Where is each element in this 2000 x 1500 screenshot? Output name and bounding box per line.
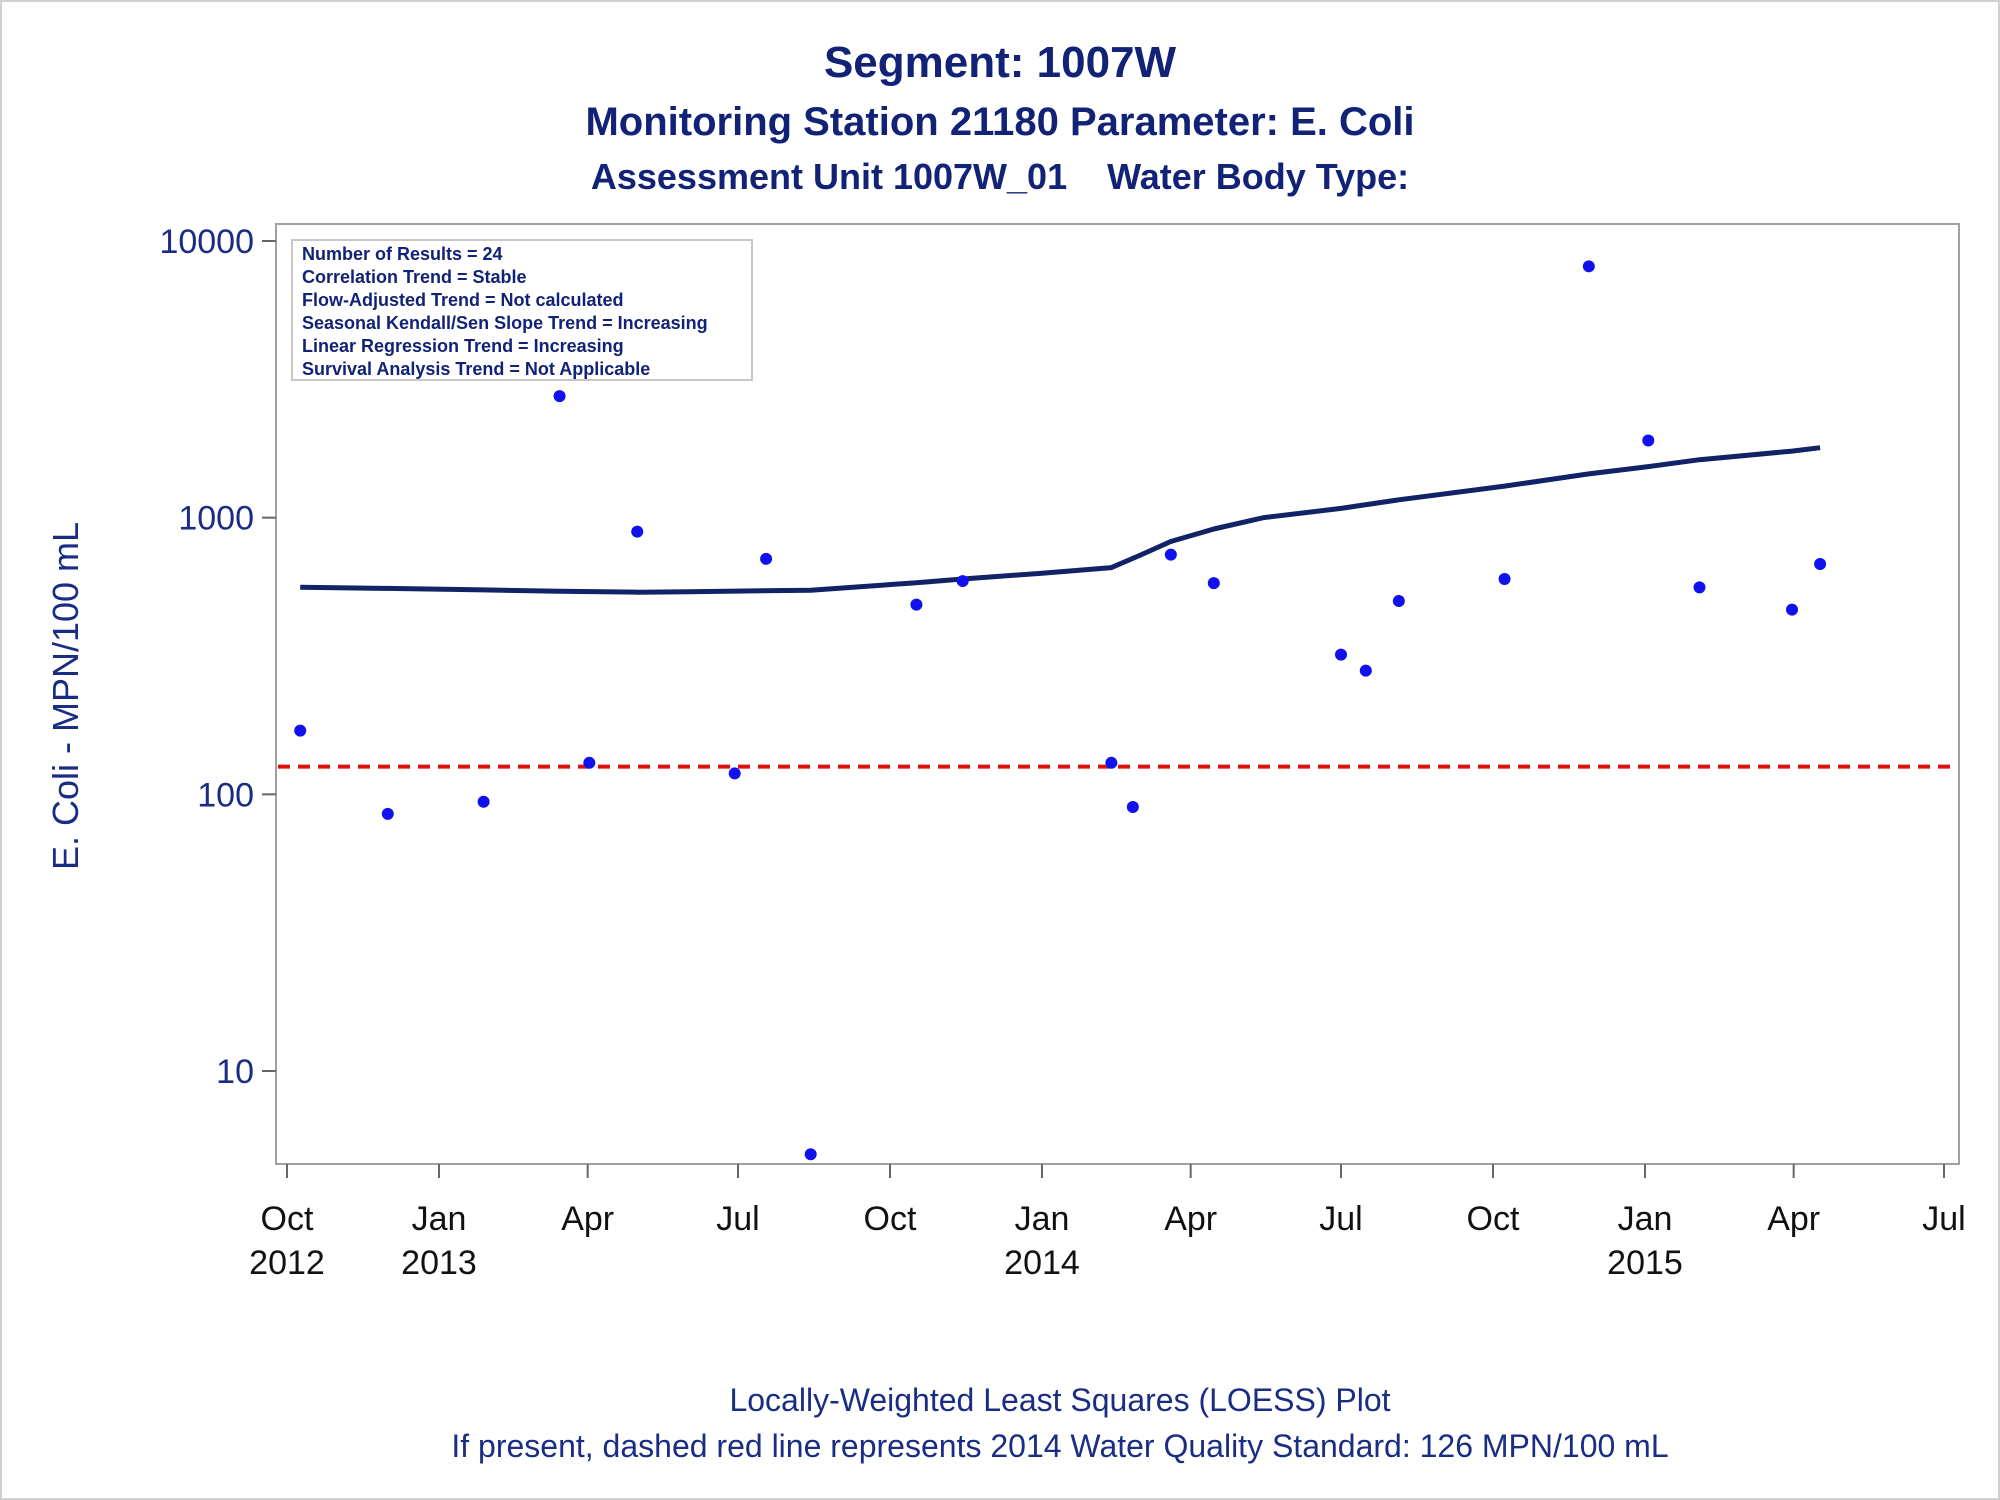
data-point <box>956 575 969 588</box>
stats-line: Flow-Adjusted Trend = Not calculated <box>302 290 624 310</box>
x-tick-label-month: Apr <box>1767 1200 1820 1238</box>
stats-line: Survival Analysis Trend = Not Applicable <box>302 359 650 379</box>
data-point <box>760 552 773 565</box>
x-tick-label-year: 2014 <box>1004 1244 1080 1282</box>
data-point <box>1105 756 1118 769</box>
data-point <box>1582 260 1595 273</box>
data-point <box>583 756 596 769</box>
x-tick-label-year: 2013 <box>401 1244 477 1282</box>
x-tick-label-month: Jul <box>716 1200 759 1238</box>
x-tick-label-month: Oct <box>864 1200 917 1238</box>
data-point <box>1786 603 1799 616</box>
x-tick-label-month: Apr <box>1164 1200 1217 1238</box>
x-tick-label-month: Oct <box>1467 1200 1520 1238</box>
data-point <box>1392 594 1405 607</box>
data-point <box>1164 548 1177 561</box>
y-axis-label: E. Coli - MPN/100 mL <box>45 522 86 870</box>
data-point <box>1814 558 1827 571</box>
x-tick-label-year: 2015 <box>1607 1244 1683 1282</box>
x-tick-label-month: Jan <box>1015 1200 1070 1238</box>
stats-line: Linear Regression Trend = Increasing <box>302 336 624 356</box>
data-point <box>381 807 394 820</box>
data-point <box>1359 664 1372 677</box>
data-point <box>553 390 566 403</box>
footnote-loess: Locally-Weighted Least Squares (LOESS) P… <box>729 1382 1391 1418</box>
y-tick-label: 10 <box>216 1053 254 1091</box>
plot-border <box>275 223 1960 1165</box>
x-tick-label-month: Apr <box>561 1200 614 1238</box>
x-tick-label-year: 2012 <box>249 1244 325 1282</box>
x-tick-label-month: Jan <box>1618 1200 1673 1238</box>
stats-line: Number of Results = 24 <box>302 244 503 264</box>
data-point <box>477 795 490 808</box>
data-point <box>1335 648 1348 661</box>
data-point <box>1207 577 1220 590</box>
y-tick-label: 100 <box>197 776 254 814</box>
data-point <box>804 1148 817 1161</box>
x-tick-label-month: Oct <box>261 1200 314 1238</box>
stats-line: Seasonal Kendall/Sen Slope Trend = Incre… <box>302 313 708 333</box>
y-tick-label: 1000 <box>178 500 254 538</box>
stats-box <box>291 239 753 381</box>
footnote-standard: If present, dashed red line represents 2… <box>451 1428 1669 1464</box>
chart-subtitle-2: Assessment Unit 1007W_01 Water Body Type… <box>590 156 1410 197</box>
plot-area: 10 100 1000 10000 Oct 2012 Jan 2013 Apr Jul Oct Jan… <box>159 223 1966 1282</box>
x-tick-label-month: Jan <box>412 1200 467 1238</box>
data-point <box>1498 573 1511 586</box>
stats-line: Correlation Trend = Stable <box>302 267 527 287</box>
chart-title: Segment: 1007W <box>823 38 1177 87</box>
data-point <box>1126 800 1139 813</box>
x-tick-label-month: Jul <box>1319 1200 1362 1238</box>
data-point <box>910 598 923 611</box>
y-tick-label: 10000 <box>159 223 254 261</box>
chart-subtitle: Monitoring Station 21180 Parameter: E. C… <box>585 100 1415 144</box>
x-tick-label-month: Jul <box>1922 1200 1965 1238</box>
data-point <box>1693 581 1706 594</box>
data-point <box>728 767 741 780</box>
loess-line <box>300 445 1821 595</box>
data-point <box>294 724 307 737</box>
data-point <box>631 525 644 538</box>
data-point <box>1642 434 1655 447</box>
